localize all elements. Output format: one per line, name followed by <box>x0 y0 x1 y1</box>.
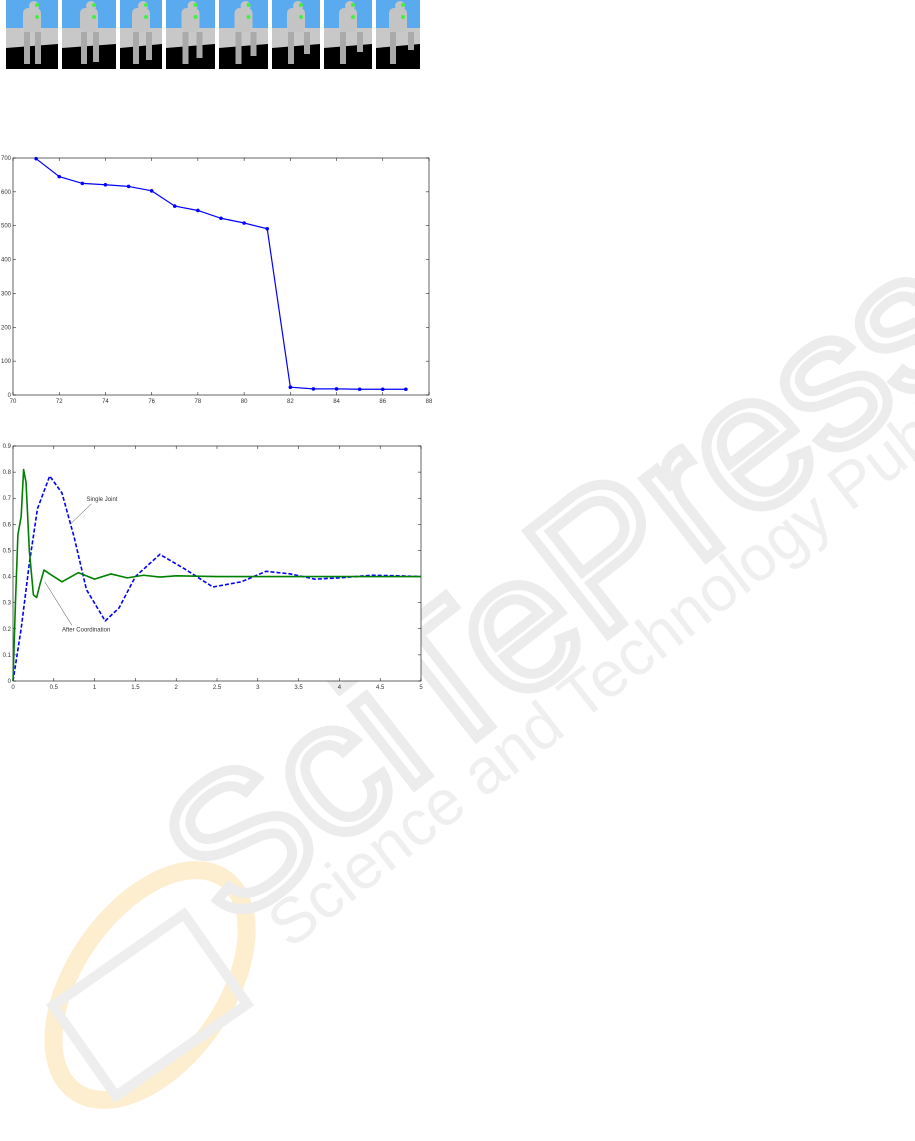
series-line-single-joint <box>12 475 422 682</box>
data-point <box>103 182 108 187</box>
data-point <box>149 189 154 193</box>
x-tick-label: 82 <box>287 399 294 405</box>
x-tick-label: 1.5 <box>131 685 140 691</box>
robot-frame <box>324 0 372 69</box>
y-tick-label: 600 <box>1 190 12 196</box>
series-line-after-coordination <box>12 468 421 682</box>
robot-frame <box>376 0 420 69</box>
plot-area <box>12 445 422 682</box>
data-point <box>126 184 131 189</box>
annotation-arrow <box>69 503 92 525</box>
x-tick-label: 1 <box>93 685 97 691</box>
x-tick-label: 72 <box>56 399 63 405</box>
annotation-arrow <box>44 581 73 626</box>
y-tick-label: 0.5 <box>3 548 12 554</box>
x-tick-label: 88 <box>426 399 433 405</box>
robot-frame <box>219 0 268 69</box>
x-tick-label: 86 <box>379 399 386 405</box>
x-tick-label: 2.5 <box>213 685 222 691</box>
x-tick-label: 76 <box>148 399 155 405</box>
robot-frame <box>62 0 116 69</box>
data-point <box>380 387 385 392</box>
y-tick-label: 400 <box>1 258 12 264</box>
robot-frame <box>272 0 320 69</box>
x-tick-label: 5 <box>419 685 423 691</box>
annotation-label: Single Joint <box>86 497 117 503</box>
y-tick-label: 0.4 <box>3 575 12 581</box>
x-tick-label: 3 <box>256 685 260 691</box>
data-point <box>172 204 177 208</box>
data-point <box>219 216 223 221</box>
data-point <box>334 387 339 391</box>
y-tick-label: 700 <box>1 156 12 162</box>
y-tick-label: 0 <box>8 679 12 685</box>
y-tick-label: 300 <box>1 291 12 297</box>
robot-frame <box>166 0 215 69</box>
x-tick-label: 74 <box>102 399 109 405</box>
y-tick-label: 100 <box>1 359 12 365</box>
annotation-label: After Coordination <box>62 627 110 633</box>
x-tick-label: 80 <box>241 399 248 405</box>
x-tick-label: 78 <box>195 399 202 405</box>
plot-area <box>12 157 430 396</box>
y-tick-label: 200 <box>1 325 12 331</box>
data-point <box>357 387 362 392</box>
y-tick-label: 500 <box>1 224 12 230</box>
data-point <box>404 387 408 392</box>
y-tick-label: 0.6 <box>3 522 12 528</box>
x-tick-label: 0.5 <box>50 685 59 691</box>
watermark-logo <box>44 861 256 1109</box>
x-tick-label: 4.5 <box>376 685 385 691</box>
x-tick-label: 84 <box>333 399 340 405</box>
x-tick-label: 4 <box>338 685 342 691</box>
data-point <box>196 208 200 213</box>
y-tick-label: 0.3 <box>3 601 12 607</box>
x-tick-label: 3.5 <box>294 685 303 691</box>
y-tick-label: 0.1 <box>3 653 12 659</box>
y-tick-label: 0.9 <box>3 444 12 450</box>
data-point <box>265 226 270 231</box>
data-point <box>242 221 246 225</box>
y-tick-label: 0.2 <box>3 627 12 633</box>
data-point <box>80 181 85 186</box>
x-tick-label: 2 <box>175 685 179 691</box>
y-tick-label: 0.7 <box>3 496 12 502</box>
data-point <box>57 174 62 179</box>
robot-frame <box>120 0 162 69</box>
robot-frame <box>6 0 58 69</box>
data-point <box>311 387 316 391</box>
x-tick-label: 0 <box>11 685 15 691</box>
y-tick-label: 0 <box>8 393 12 399</box>
y-tick-label: 0.8 <box>3 470 12 476</box>
chart-2: 0 0.5 1 1.5 2 2.5 3 3.5 4 4.5 5 0 0.1 0.2 0.3 0.4 0.5 0.6… <box>3 444 424 691</box>
data-point <box>34 156 38 161</box>
data-point <box>288 385 293 390</box>
x-tick-label: 70 <box>10 399 17 405</box>
chart-1: 70 72 74 76 78 80 82 84 86 88 0 100 200 300 400 500 600 7… <box>1 156 433 405</box>
